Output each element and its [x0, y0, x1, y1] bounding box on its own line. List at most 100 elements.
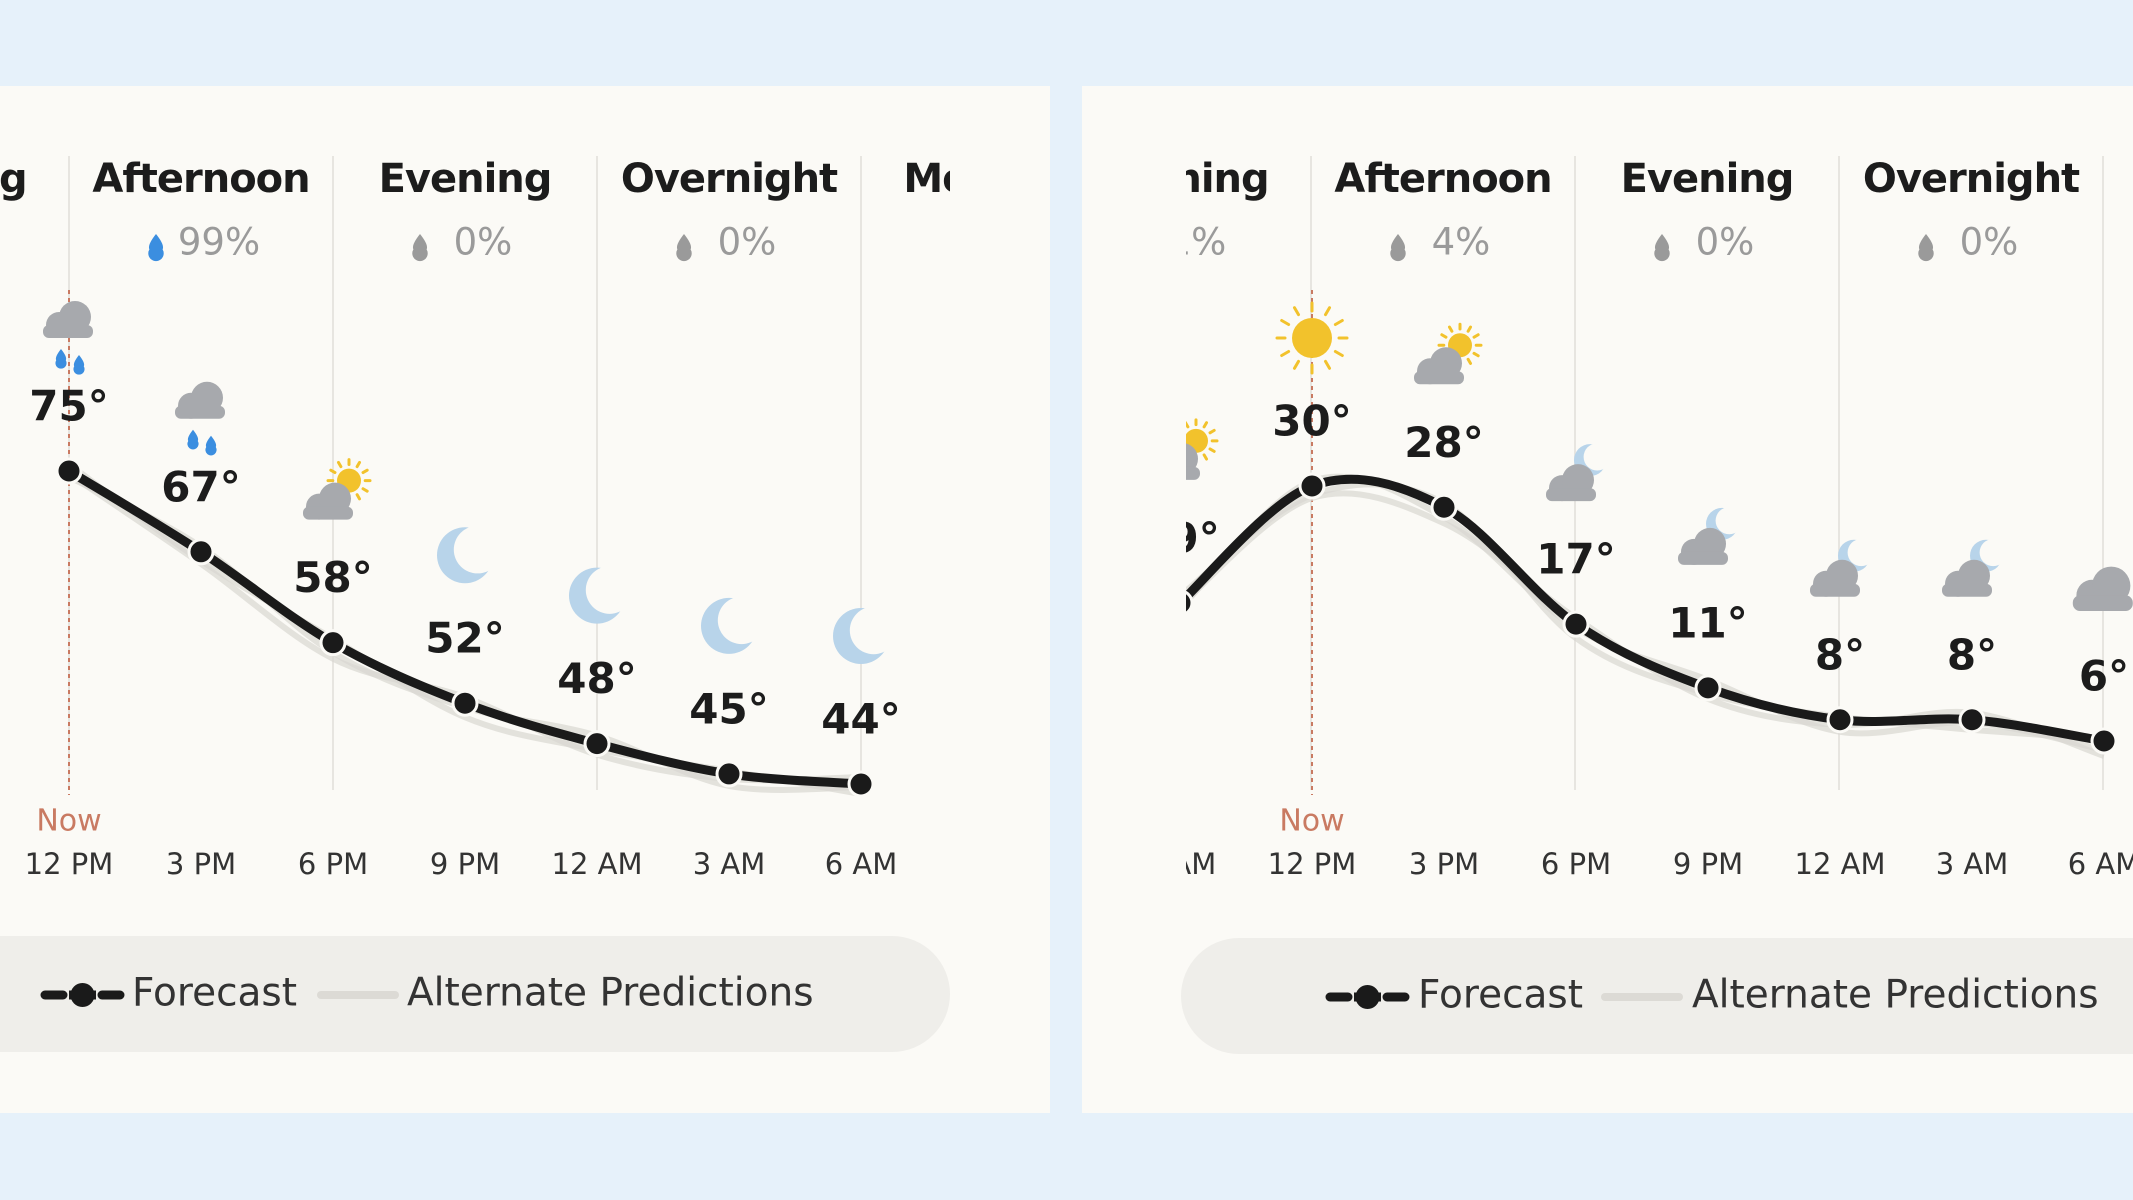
- icon-part: [1472, 351, 1480, 358]
- legend-label: Forecast: [1418, 973, 1583, 1018]
- hour-label: 6 AM: [825, 847, 898, 881]
- icon-part: [1280, 350, 1291, 357]
- icon-part: [1715, 507, 1743, 535]
- hour-label: 3 PM: [1409, 847, 1479, 881]
- temperature-label: 6°: [2079, 652, 2129, 701]
- forecast-point: [1694, 674, 1722, 702]
- icon-part: [1546, 488, 1596, 502]
- icon-part: [1186, 443, 1198, 475]
- icon-part: [1918, 234, 1934, 262]
- hour-label: 12 AM: [552, 847, 643, 881]
- icon-part: [1810, 583, 1860, 597]
- icon-part: [1202, 421, 1208, 429]
- icon-part: [303, 506, 353, 520]
- temperature-label: 67°: [161, 462, 240, 511]
- weather-icon: [303, 458, 372, 520]
- icon-part: [319, 482, 351, 515]
- hour-label: 12 AM: [1795, 847, 1886, 881]
- weather-icon: [1186, 418, 1219, 480]
- weather-icon: [43, 301, 93, 375]
- period-name: Overnight: [621, 156, 838, 202]
- icon-part: [355, 460, 361, 469]
- icon-part: [412, 234, 428, 262]
- icon-part: [676, 234, 692, 262]
- icon-part: [1293, 359, 1300, 370]
- hour-label: 12 PM: [1268, 847, 1357, 881]
- icon-part: [1208, 447, 1216, 453]
- hour-label: 9 PM: [430, 847, 500, 881]
- forecast-point: [319, 629, 347, 657]
- temperature-label: 11°: [1668, 598, 1747, 647]
- weather-icon: [1678, 507, 1743, 565]
- period-name: Afternoon: [1334, 156, 1551, 202]
- temperature-label: 19°: [1140, 513, 1219, 562]
- period-name: Overnight: [1863, 156, 2080, 202]
- period-name: Morning: [0, 156, 27, 202]
- forecast-point: [2090, 727, 2118, 755]
- icon-part: [148, 234, 164, 262]
- precip-chance: 99%: [178, 221, 260, 264]
- hour-label: 3 AM: [693, 847, 766, 881]
- forecast-point: [1826, 706, 1854, 734]
- icon-part: [73, 355, 85, 375]
- forecast-point: [847, 770, 875, 798]
- hour-label: 9 AM: [1144, 847, 1217, 881]
- legend: Forecast Alternate Predictions: [1325, 973, 2099, 1018]
- hour-label: 6 PM: [298, 847, 368, 881]
- legend-forecast-swatch: [1355, 985, 1380, 1009]
- icon-part: [1280, 319, 1291, 326]
- forecast-point: [583, 730, 611, 758]
- forecast-point: [1562, 610, 1590, 638]
- icon-part: [1333, 319, 1344, 326]
- legend-label: Alternate Predictions: [407, 971, 814, 1016]
- temperature-label: 8°: [1947, 630, 1997, 679]
- icon-part: [329, 468, 337, 475]
- icon-part: [361, 468, 369, 475]
- hour-label: 9 PM: [1673, 847, 1743, 881]
- period-name: Morning: [903, 156, 1082, 202]
- weather-icon: [1414, 322, 1483, 385]
- weather-icon: [1275, 301, 1349, 375]
- icon-part: [585, 566, 634, 614]
- hour-label: 6 AM: [2068, 847, 2133, 881]
- temperature-label: 44°: [821, 695, 900, 744]
- legend-label: Alternate Predictions: [1692, 973, 2099, 1018]
- weather-icon: [2072, 566, 2133, 612]
- precip-chance: 4%: [1432, 221, 1491, 264]
- weather-icon: [1546, 443, 1611, 502]
- icon-part: [361, 487, 369, 493]
- icon-part: [1466, 357, 1472, 365]
- weather-icon: [175, 381, 225, 456]
- icon-part: [1186, 466, 1200, 480]
- period-name: Evening: [379, 156, 552, 202]
- weather-icon: [1810, 538, 1875, 597]
- temperature-label: 28°: [1404, 418, 1483, 467]
- icon-part: [1847, 538, 1875, 567]
- icon-part: [175, 405, 225, 419]
- forecast-point: [1186, 590, 1194, 615]
- forecast-point: [55, 457, 83, 485]
- icon-part: [1293, 306, 1300, 317]
- temperature-label: 52°: [425, 614, 504, 663]
- icon-part: [1324, 359, 1331, 370]
- icon-part: [1292, 318, 1332, 358]
- precip-chance: 0%: [454, 221, 513, 264]
- now-label: Now: [36, 804, 101, 839]
- hour-label: 3 AM: [1936, 847, 2009, 881]
- weather-icon: [437, 525, 502, 584]
- forecast-point: [1298, 472, 1326, 500]
- temperature-label: 58°: [293, 553, 372, 602]
- icon-part: [1678, 551, 1728, 565]
- icon-part: [355, 493, 361, 501]
- panel-content: Morning 1% Afternoon 4% Evening 0% Overnight 0%…: [1140, 156, 2133, 881]
- forecast-point: [715, 760, 743, 788]
- weather-icon: [1942, 538, 2007, 597]
- temperature-label: 17°: [1536, 535, 1615, 584]
- icon-part: [1202, 453, 1208, 461]
- temperature-label: 48°: [557, 654, 636, 703]
- forecast-point: [1430, 493, 1458, 521]
- precip-chance: 0%: [718, 221, 777, 264]
- hour-label: 3 PM: [166, 847, 236, 881]
- icon-part: [717, 596, 766, 645]
